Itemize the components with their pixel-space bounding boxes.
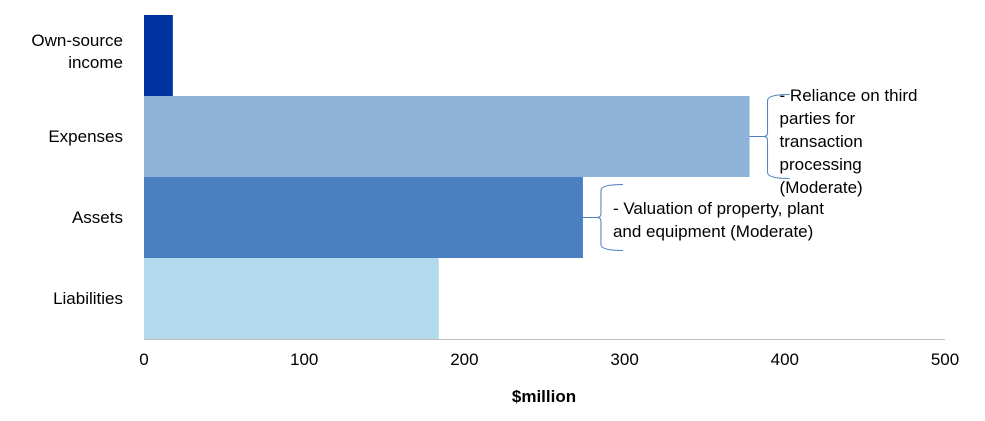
annotation-bracket xyxy=(749,94,790,179)
x-tick-label: 500 xyxy=(930,350,960,369)
bar-assets xyxy=(144,177,583,258)
x-tick-label: 300 xyxy=(610,350,639,369)
category-label: Own-source income xyxy=(31,30,123,72)
x-tick-label: 400 xyxy=(770,350,799,369)
bar-liabilities xyxy=(144,258,439,339)
x-tick-label: 100 xyxy=(290,350,319,369)
x-tick-label: 200 xyxy=(450,350,479,369)
category-label: Expenses xyxy=(48,126,123,146)
annotation-bracket xyxy=(582,184,623,251)
x-tick-label: 0 xyxy=(139,350,149,369)
annotation-text: - Reliance on third parties for transact… xyxy=(779,86,918,197)
category-label: Liabilities xyxy=(53,288,123,308)
bar-expenses xyxy=(144,96,750,177)
x-axis-title: $million xyxy=(511,387,577,406)
bar-own-source xyxy=(144,15,173,96)
category-label: Assets xyxy=(71,207,123,227)
annotation-text: - Valuation of property, plant and equip… xyxy=(612,199,824,241)
